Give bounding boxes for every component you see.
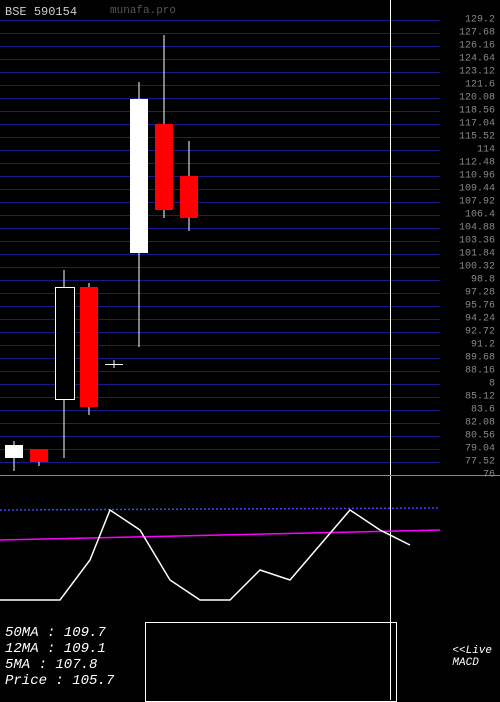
- info-line: 50MA : 109.7: [5, 625, 114, 641]
- indicator-name-label: <<LiveMACD: [452, 645, 492, 669]
- macd-indicator: [0, 0, 500, 700]
- info-panel: 50MA : 109.712MA : 109.15MA : 107.8Price…: [5, 625, 114, 689]
- chart-container: BSE 590154 munafa.pro 129.2127.68126.161…: [0, 0, 500, 700]
- info-line: 5MA : 107.8: [5, 657, 114, 673]
- info-line: 12MA : 109.1: [5, 641, 114, 657]
- info-box-outline: [145, 622, 397, 702]
- info-line: Price : 105.7: [5, 673, 114, 689]
- indicator-macd-label: MACD: [452, 657, 492, 669]
- indicator-live-label: <<Live: [452, 645, 492, 657]
